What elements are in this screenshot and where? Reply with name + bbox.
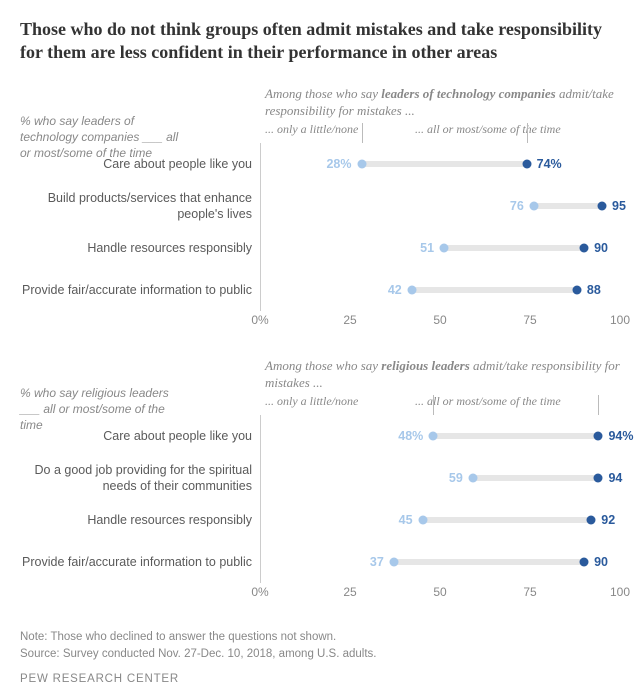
dot-high: [594, 473, 603, 482]
connector-bar: [362, 161, 527, 167]
data-row: Handle resources responsibly 45 92: [20, 499, 620, 541]
dot-low: [407, 285, 416, 294]
axis-tick: 75: [523, 585, 536, 599]
plot-area: 7695: [260, 185, 620, 227]
source-text: Source: Survey conducted Nov. 27-Dec. 10…: [20, 646, 620, 663]
value-high: 90: [594, 555, 608, 569]
row-label: Handle resources responsibly: [20, 512, 260, 528]
axis-tick: 25: [343, 585, 356, 599]
data-row: Provide fair/accurate information to pub…: [20, 269, 620, 311]
connector-bar: [473, 475, 599, 481]
axis-tick: 25: [343, 313, 356, 327]
value-high: 94%: [608, 429, 633, 443]
footer-notes: Note: Those who declined to answer the q…: [20, 629, 620, 664]
x-axis: 0%255075100: [20, 585, 620, 601]
y-axis-description: % who say leaders of technology companie…: [20, 113, 190, 162]
data-row: Provide fair/accurate information to pub…: [20, 541, 620, 583]
chart-subtitle: Among those who say religious leaders ad…: [265, 357, 620, 392]
connector-bar: [412, 287, 577, 293]
dot-low: [468, 473, 477, 482]
connector-bar: [394, 559, 584, 565]
chart-block: Among those who say religious leaders ad…: [20, 357, 620, 601]
x-axis: 0%255075100: [20, 313, 620, 329]
legend-row: ... only a little/none... all or most/so…: [265, 122, 620, 137]
connector-bar: [444, 245, 584, 251]
axis-tick: 0%: [251, 313, 268, 327]
connector-bar: [534, 203, 602, 209]
axis-tick: 75: [523, 313, 536, 327]
data-row: Build products/services that enhance peo…: [20, 185, 620, 227]
value-high: 90: [594, 241, 608, 255]
value-low: 51: [420, 241, 434, 255]
dot-high: [572, 285, 581, 294]
value-low: 37: [370, 555, 384, 569]
callout-line: [433, 395, 434, 415]
value-low: 45: [399, 513, 413, 527]
legend-row: ... only a little/none... all or most/so…: [265, 394, 620, 409]
row-label: Build products/services that enhance peo…: [20, 190, 260, 223]
dot-high: [598, 201, 607, 210]
dot-low: [440, 243, 449, 252]
callout-line: [362, 123, 363, 143]
callout-line: [598, 395, 599, 415]
row-label: Do a good job providing for the spiritua…: [20, 462, 260, 495]
dot-high: [580, 557, 589, 566]
value-high: 94: [608, 471, 622, 485]
value-high: 92: [601, 513, 615, 527]
value-low: 76: [510, 199, 524, 213]
plot-area: 48%94%: [260, 415, 620, 457]
brand-text: PEW RESEARCH CENTER: [20, 673, 620, 685]
chart-subtitle: Among those who say leaders of technolog…: [265, 85, 620, 120]
value-low: 59: [449, 471, 463, 485]
note-text: Note: Those who declined to answer the q…: [20, 629, 620, 646]
value-high: 88: [587, 283, 601, 297]
dot-high: [594, 431, 603, 440]
chart-title: Those who do not think groups often admi…: [20, 18, 620, 65]
axis-tick: 0%: [251, 585, 268, 599]
plot-area: 42 88: [260, 269, 620, 311]
plot-area: 51 90: [260, 227, 620, 269]
data-row: Handle resources responsibly 51 90: [20, 227, 620, 269]
axis-tick: 100: [610, 313, 630, 327]
value-low: 48%: [398, 429, 423, 443]
callout-line: [527, 123, 528, 143]
legend-low: ... only a little/none: [265, 122, 415, 137]
dot-high: [580, 243, 589, 252]
data-row: Do a good job providing for the spiritua…: [20, 457, 620, 499]
charts-container: Among those who say leaders of technolog…: [20, 85, 620, 601]
chart-block: Among those who say leaders of technolog…: [20, 85, 620, 329]
dot-low: [529, 201, 538, 210]
axis-tick: 50: [433, 585, 446, 599]
axis-tick: 50: [433, 313, 446, 327]
dot-low: [418, 515, 427, 524]
value-high: 95: [612, 199, 626, 213]
dot-low: [389, 557, 398, 566]
plot-area: 45 92: [260, 499, 620, 541]
connector-bar: [433, 433, 598, 439]
dot-high: [522, 159, 531, 168]
plot-area: 59 94: [260, 457, 620, 499]
value-low: 28%: [326, 157, 351, 171]
plot-area: 28% 74%: [260, 143, 620, 185]
axis-tick: 100: [610, 585, 630, 599]
connector-bar: [423, 517, 592, 523]
legend-low: ... only a little/none: [265, 394, 415, 409]
row-label: Handle resources responsibly: [20, 240, 260, 256]
legend-high: ... all or most/some of the time: [415, 394, 620, 409]
plot-area: 37 90: [260, 541, 620, 583]
dot-low: [429, 431, 438, 440]
dot-high: [587, 515, 596, 524]
legend-high: ... all or most/some of the time: [415, 122, 620, 137]
dot-low: [357, 159, 366, 168]
row-label: Provide fair/accurate information to pub…: [20, 282, 260, 298]
value-low: 42: [388, 283, 402, 297]
row-label: Provide fair/accurate information to pub…: [20, 554, 260, 570]
y-axis-description: % who say religious leaders ___ all or m…: [20, 385, 190, 434]
value-high: 74%: [537, 157, 562, 171]
